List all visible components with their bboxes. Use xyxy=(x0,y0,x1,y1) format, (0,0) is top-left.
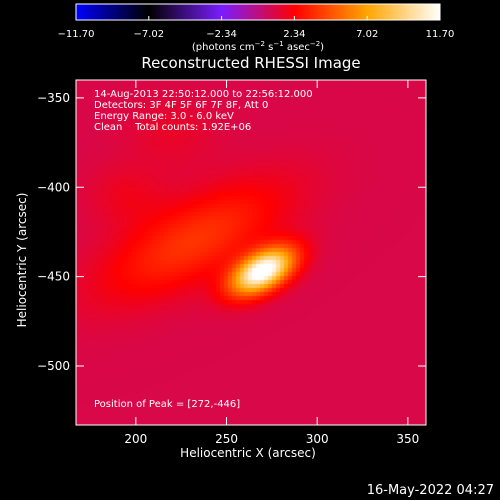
y-axis-label: Heliocentric Y (arcsec) xyxy=(15,193,29,328)
chart-title: Reconstructed RHESSI Image xyxy=(141,54,360,72)
colorbar-unit: (photons cm−2 s−1 asec−2) xyxy=(192,40,324,53)
peak-position-label: Position of Peak = [272,-446] xyxy=(94,399,240,410)
colorbar-tick-label: −7.02 xyxy=(133,29,164,40)
colorbar-tick-label: 7.02 xyxy=(356,29,378,40)
y-tick-label: −450 xyxy=(37,270,70,284)
colorbar xyxy=(75,3,441,21)
x-tick-label: 300 xyxy=(306,432,329,446)
colorbar-tick-label: −11.70 xyxy=(57,29,94,40)
colorbar-tick-label: −2.34 xyxy=(206,29,237,40)
colorbar-tick-label: 11.70 xyxy=(426,29,455,40)
x-tick-label: 350 xyxy=(396,432,419,446)
y-tick-label: −350 xyxy=(37,91,70,105)
x-tick-label: 200 xyxy=(124,432,147,446)
clean-counts-label: Clean Total counts: 1.92E+06 xyxy=(94,122,251,133)
colorbar-ticks: −11.70 −7.02 −2.34 2.34 7.02 11.70 xyxy=(57,16,454,40)
plot-frame xyxy=(75,79,427,426)
y-tick-label: −400 xyxy=(37,180,70,194)
detectors-label: Detectors: 3F 4F 5F 6F 7F 8F, Att 0 xyxy=(94,100,268,111)
x-tick-label: 250 xyxy=(215,432,238,446)
axis-ticks: 200 250 300 350 −350 −400 −450 −500 xyxy=(37,80,426,446)
y-tick-label: −500 xyxy=(37,359,70,373)
footer-timestamp: 16-May-2022 04:27 xyxy=(367,483,494,498)
heatmap-image xyxy=(76,80,426,425)
time-range-label: 14-Aug-2013 22:50:12.000 to 22:56:12.000 xyxy=(94,89,313,100)
x-axis-label: Heliocentric X (arcsec) xyxy=(180,446,316,460)
colorbar-tick-label: 2.34 xyxy=(283,29,305,40)
energy-range-label: Energy Range: 3.0 - 6.0 keV xyxy=(94,111,234,122)
